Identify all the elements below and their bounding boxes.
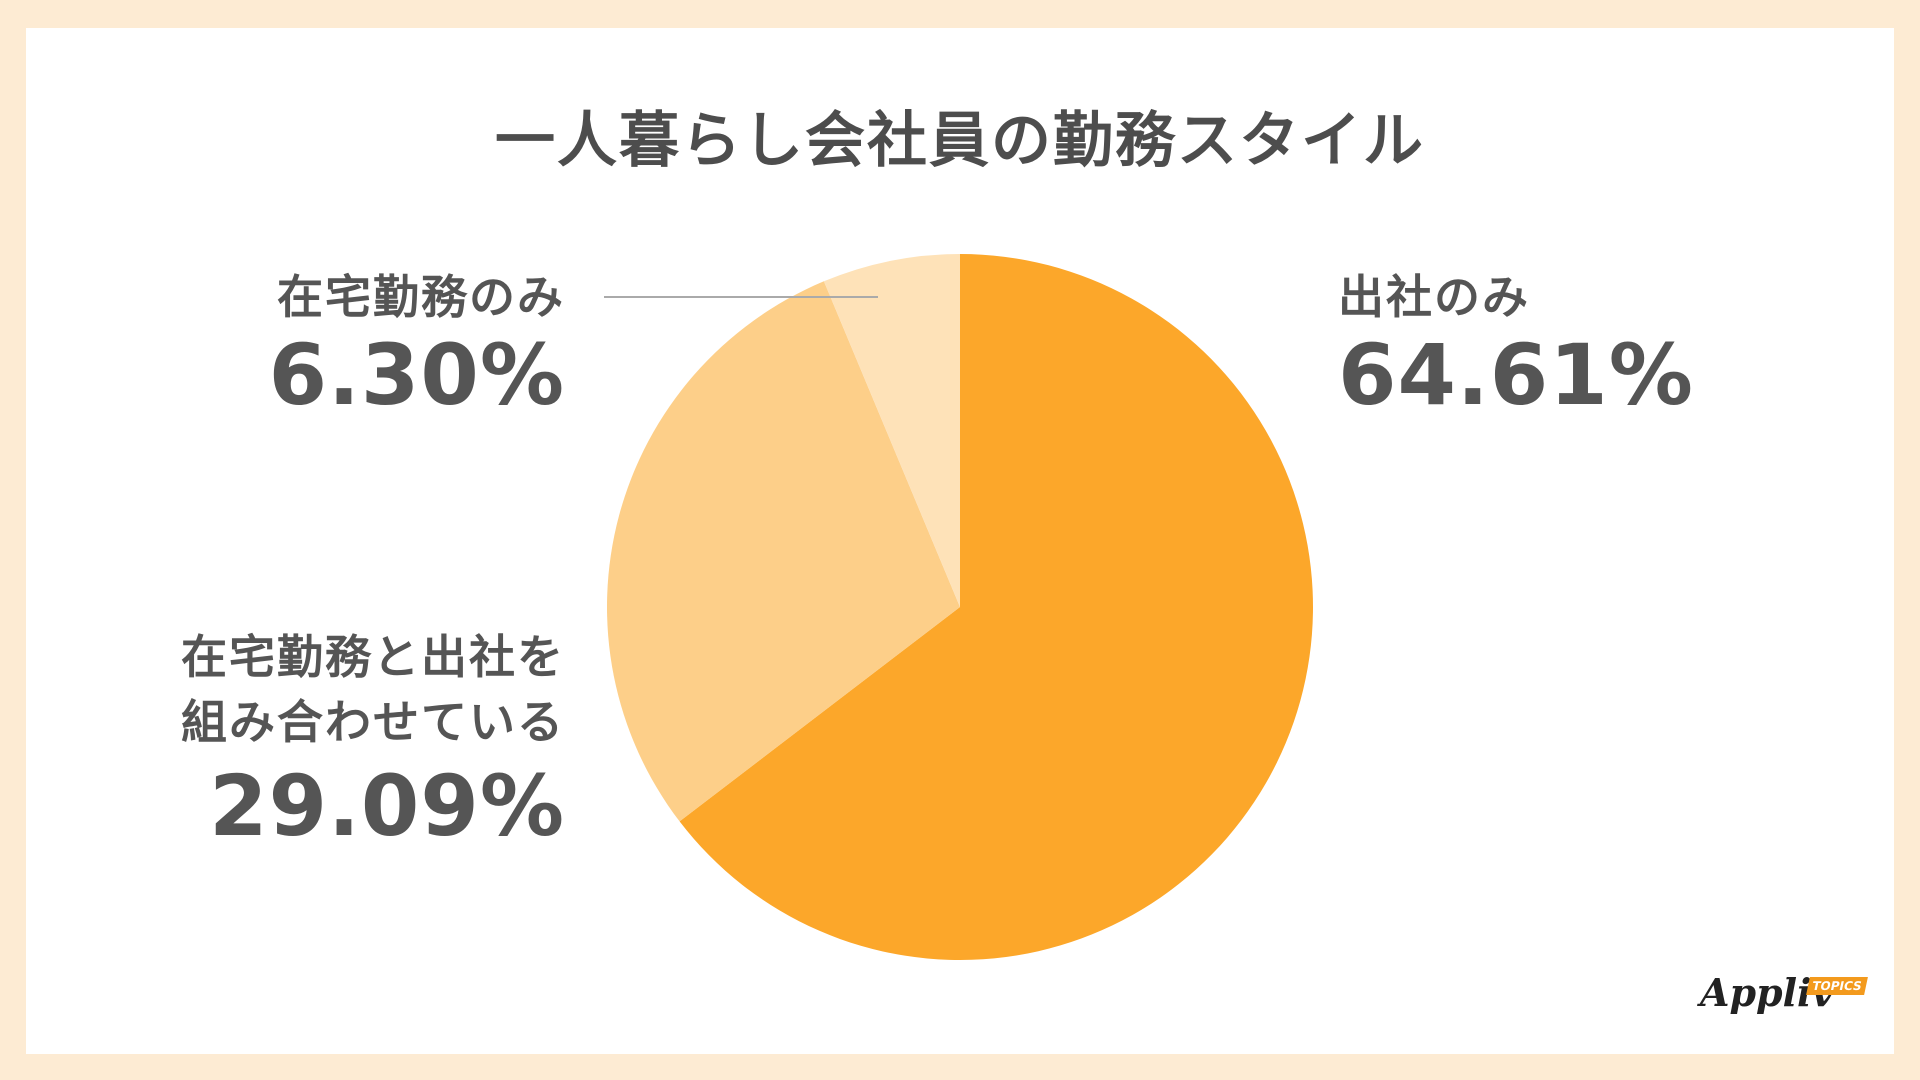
label-office-only: 出社のみ 64.61% <box>1338 270 1694 426</box>
label-hybrid: 在宅勤務と出社を 組み合わせている 29.09% <box>181 625 565 856</box>
slice-office-only <box>679 254 1313 960</box>
slice-value-hybrid: 29.09% <box>209 756 565 855</box>
label-remote-only: 在宅勤務のみ 6.30% <box>269 270 565 426</box>
slice-remote-only <box>823 254 960 607</box>
slice-value-remote-only: 6.30% <box>268 326 565 425</box>
slice-label-hybrid-line1: 在宅勤務と出社を <box>181 630 565 684</box>
slice-hybrid <box>606 281 960 822</box>
topics-badge: TOPICS <box>1806 977 1868 995</box>
slice-label-office-only: 出社のみ <box>1338 270 1530 324</box>
slice-value-office-only: 64.61% <box>1338 326 1694 425</box>
slice-label-hybrid-line2: 組み合わせている <box>181 695 565 750</box>
chart-title: 一人暮らし会社員の勤務スタイル <box>495 106 1425 176</box>
slice-label-remote-only: 在宅勤務のみ <box>277 270 565 324</box>
